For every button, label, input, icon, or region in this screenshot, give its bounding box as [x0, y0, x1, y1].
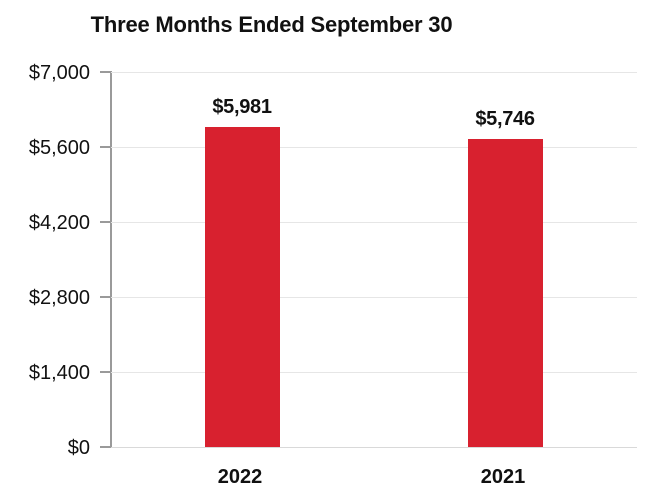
bar-value-label: $5,981 — [212, 96, 272, 118]
y-axis-tick-label: $7,000 — [28, 62, 90, 84]
gridline — [111, 71, 637, 73]
y-axis-line — [110, 71, 112, 447]
chart-title: Three Months Ended September 30 — [90, 12, 453, 37]
gridline — [111, 146, 637, 148]
y-axis-tick-label: $4,200 — [28, 212, 90, 234]
y-tick-mark — [100, 371, 111, 373]
y-tick-mark — [100, 71, 111, 73]
x-axis-category-label: 2021 — [480, 466, 526, 488]
y-tick-mark — [100, 221, 111, 223]
x-axis-category-label: 2022 — [217, 466, 263, 488]
x-axis-line — [111, 446, 637, 448]
y-tick-mark — [100, 446, 111, 448]
bar-2022 — [204, 127, 280, 447]
bar-2021 — [467, 139, 543, 447]
y-axis-tick-label: $0 — [67, 437, 90, 459]
y-axis-tick-label: $5,600 — [28, 137, 90, 159]
y-tick-mark — [100, 296, 111, 298]
gridline — [111, 371, 637, 373]
bar-value-label: $5,746 — [475, 108, 535, 130]
y-axis-tick-label: $1,400 — [28, 362, 90, 384]
y-tick-mark — [100, 146, 111, 148]
gridline — [111, 221, 637, 223]
gridline — [111, 296, 637, 298]
y-axis-tick-label: $2,800 — [28, 287, 90, 309]
